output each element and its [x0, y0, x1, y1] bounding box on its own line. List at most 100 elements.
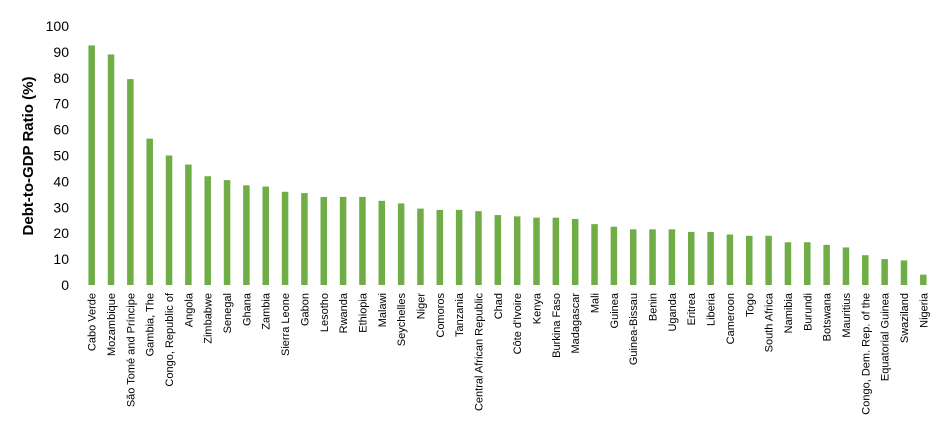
bar [88, 45, 95, 285]
x-category-label: Côte d'Ivoire [512, 293, 524, 354]
bar [784, 242, 792, 285]
x-category-label: Gambia, The [145, 293, 157, 356]
y-tick-label: 80 [53, 70, 69, 86]
x-category-label: Togo [744, 293, 756, 317]
bar [823, 244, 830, 285]
bar [726, 234, 734, 285]
x-category-label: Ethiopia [357, 292, 369, 333]
x-category-label: Equatorial Guinea [880, 292, 892, 381]
x-category-label: Cameroon [725, 293, 737, 344]
bar [339, 196, 347, 285]
x-category-label: Sierra Leone [280, 293, 292, 356]
x-category-label: Swaziland [899, 293, 911, 343]
x-category-label: Chad [493, 293, 505, 319]
x-category-label: Senegal [222, 293, 234, 333]
x-category-label: Zambia [261, 292, 273, 330]
bar [359, 196, 366, 285]
bar [320, 196, 328, 285]
bar [900, 260, 908, 285]
bar [649, 229, 656, 285]
bar [301, 193, 308, 285]
x-category-label: Guinea [609, 292, 621, 328]
x-category-label: Congo, Dem. Rep. of the [860, 293, 872, 415]
bar [146, 138, 153, 285]
bar [262, 186, 269, 285]
x-category-label: São Tomé and Príncipe [125, 293, 137, 407]
x-category-label: Burundi [802, 293, 814, 331]
x-category-label: Central African Republic [473, 293, 485, 412]
bar [494, 215, 502, 285]
y-tick-label: 40 [53, 173, 69, 189]
bar [533, 217, 540, 285]
bar [223, 180, 231, 285]
x-category-label: Mauritius [841, 293, 853, 338]
x-category-label: Niger [415, 293, 427, 320]
x-category-label: Benin [648, 293, 660, 321]
x-category-label: Ghana [241, 292, 253, 326]
bar [804, 242, 811, 285]
y-axis-ticks: 0 10 20 30 40 50 60 70 80 90 100 [46, 18, 70, 293]
bar [707, 231, 714, 285]
y-tick-label: 100 [46, 18, 70, 34]
bar [862, 255, 869, 285]
x-category-label: Madagascar [570, 293, 582, 354]
bar [417, 208, 424, 285]
bar [842, 247, 850, 285]
x-category-label: Angola [183, 292, 195, 327]
y-tick-label: 0 [61, 277, 69, 293]
x-category-label: Congo, Republic of [164, 292, 176, 387]
x-category-label: Botswana [822, 292, 834, 341]
x-category-label: Eritrea [686, 292, 698, 325]
x-category-label: Guinea-Bissau [628, 293, 640, 365]
bar [204, 176, 211, 285]
bar [687, 231, 695, 285]
x-category-label: Kenya [532, 292, 544, 324]
x-category-label: Burkina Faso [551, 293, 563, 358]
bar [746, 235, 753, 285]
y-tick-label: 30 [53, 199, 69, 215]
y-tick-label: 90 [53, 44, 69, 60]
bar [455, 209, 463, 285]
bar [610, 226, 618, 285]
bar [765, 235, 772, 285]
bar [881, 259, 888, 285]
x-category-label: Zimbabwe [203, 293, 215, 344]
bar [513, 216, 521, 285]
bar [281, 191, 289, 285]
x-axis-labels: Cabo Verde Mozambique São Tomé and Príncip… [87, 292, 931, 415]
bar [243, 185, 250, 285]
x-category-label: Comoros [435, 293, 447, 338]
x-category-label: Malawi [377, 293, 389, 327]
x-category-label: Seychelles [396, 293, 408, 347]
x-category-label: Mozambique [106, 293, 118, 356]
x-category-label: Mali [590, 293, 602, 313]
y-axis-title: Debt-to-GDP Ratio (%) [20, 77, 37, 236]
x-category-label: Uganda [667, 292, 679, 331]
y-tick-label: 50 [53, 148, 69, 164]
bar [165, 155, 173, 285]
bar [397, 203, 405, 285]
bar [185, 164, 192, 285]
y-tick-label: 10 [53, 251, 69, 267]
bars [88, 45, 927, 285]
x-category-label: Lesotho [319, 293, 331, 332]
bar [629, 229, 637, 285]
bar [591, 224, 598, 285]
x-category-label: South Africa [764, 292, 776, 352]
bar [920, 274, 927, 285]
bar [475, 211, 482, 285]
x-category-label: Rwanda [338, 292, 350, 333]
x-category-label: Liberia [706, 292, 718, 326]
x-category-label: Cabo Verde [87, 293, 99, 351]
bar [552, 217, 560, 285]
bar [107, 54, 115, 285]
x-category-label: Namibia [783, 292, 795, 333]
bar [571, 218, 579, 285]
x-category-label: Nigeria [918, 292, 930, 328]
bar [378, 200, 386, 285]
y-tick-label: 20 [53, 225, 69, 241]
bar [436, 209, 444, 285]
bar [668, 229, 676, 285]
x-category-label: Tanzania [454, 292, 466, 337]
